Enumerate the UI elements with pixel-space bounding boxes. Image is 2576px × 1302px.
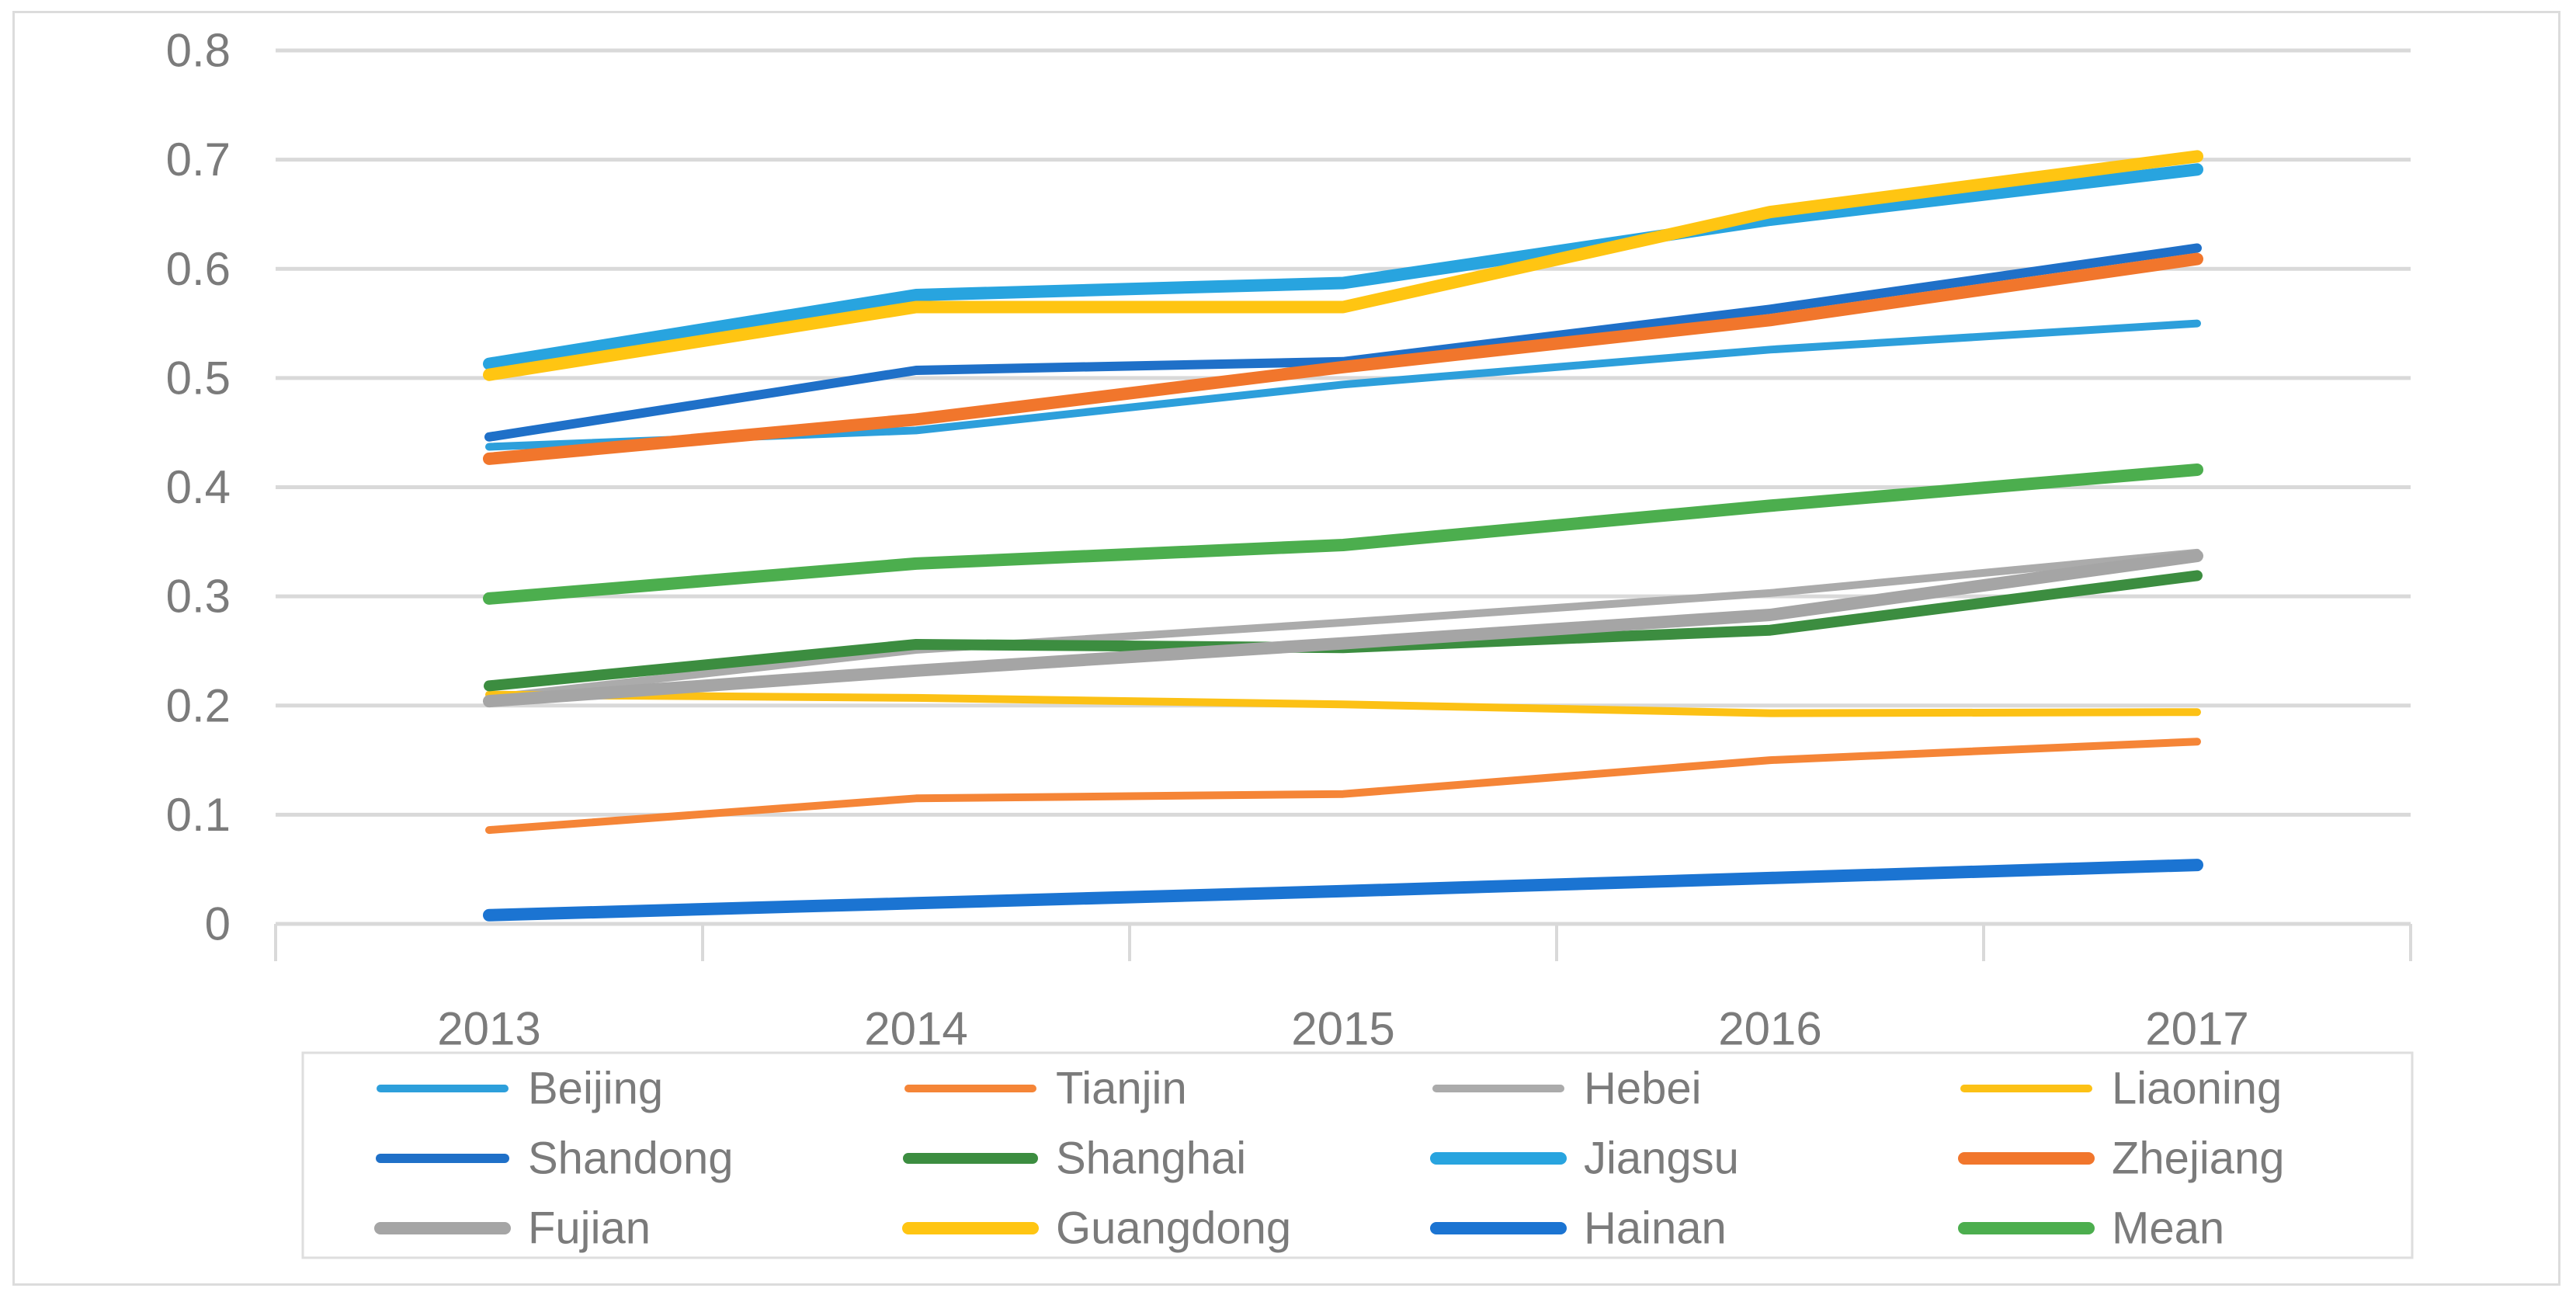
x-axis-labels-group: 2013 2014 2015 2016 2017 [437, 1003, 2248, 1055]
series-line-fujian [483, 550, 2203, 708]
y-tick-label: 0 [205, 898, 231, 950]
series-line-hainan [483, 859, 2203, 922]
legend-label-zhejiang: Zhejiang [2112, 1134, 2284, 1184]
x-tick-label: 2014 [864, 1003, 967, 1055]
y-tick-label: 0.2 [166, 679, 231, 731]
series-line-liaoning [485, 690, 2201, 717]
legend-label-jiangsu: Jiangsu [1584, 1134, 1739, 1184]
legend-label-mean: Mean [2112, 1203, 2224, 1254]
legend-label-fujian: Fujian [528, 1203, 651, 1254]
x-tick-label: 2013 [437, 1003, 540, 1055]
series-line-zhejiang [483, 252, 2203, 465]
y-tick-label: 0.6 [166, 243, 231, 295]
legend-label-shanghai: Shanghai [1056, 1134, 1246, 1184]
y-tick-label: 0.8 [166, 25, 231, 77]
y-tick-label: 0.5 [166, 352, 231, 404]
y-tick-label: 0.1 [166, 789, 231, 841]
x-tick-label: 2015 [1291, 1003, 1394, 1055]
y-tick-label: 0.4 [166, 461, 231, 513]
series-line-tianjin [485, 738, 2201, 835]
series-lines-group [483, 150, 2203, 922]
x-tick-label: 2016 [1718, 1003, 1821, 1055]
series-line-hebei [485, 548, 2201, 702]
y-tick-label: 0.3 [166, 571, 231, 623]
legend-label-hainan: Hainan [1584, 1203, 1727, 1254]
axis-ticks-group [274, 924, 2412, 961]
legend-group: Beijing Tianjin Hebei Liaoning Shandong Shang… [301, 1051, 2414, 1259]
legend-label-guangdong: Guangdong [1056, 1203, 1291, 1254]
legend-label-beijing: Beijing [528, 1064, 663, 1114]
y-tick-label: 0.7 [166, 134, 231, 186]
legend-label-liaoning: Liaoning [2112, 1064, 2282, 1114]
series-line-beijing [485, 319, 2201, 451]
series-line-mean [483, 464, 2203, 605]
series-line-jiangsu [483, 163, 2203, 370]
legend-label-shandong: Shandong [528, 1134, 733, 1184]
figure-border [12, 11, 2560, 1286]
legend-label-tianjin: Tianjin [1056, 1064, 1187, 1114]
y-axis-labels-group: 0 0.1 0.2 0.3 0.4 0.5 0.6 0.7 0.8 [166, 25, 231, 950]
x-tick-label: 2017 [2145, 1003, 2248, 1055]
series-line-guangdong [483, 150, 2203, 381]
legend-label-hebei: Hebei [1584, 1064, 1702, 1114]
